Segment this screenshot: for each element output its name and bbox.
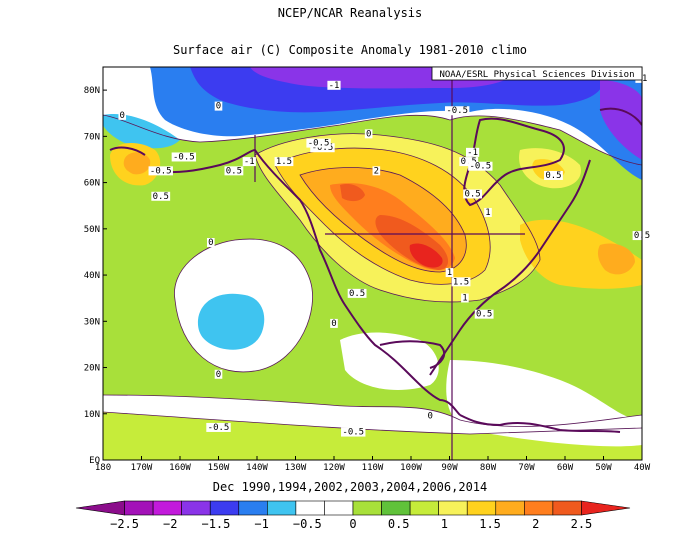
contour-label: 0 <box>331 319 336 329</box>
contour-label-bg <box>468 161 493 171</box>
contour-label: 1 <box>447 268 452 278</box>
lon-tick-label: 100W <box>400 463 422 473</box>
contour-label: 1 <box>485 208 490 218</box>
contour-label: 0.5 <box>464 189 480 199</box>
contour-label: -0.5 <box>208 423 230 433</box>
contour-label: 0.5 <box>349 289 365 299</box>
contour-label-bg <box>341 427 366 437</box>
contour-label-bg <box>330 318 338 328</box>
anomaly-fields <box>103 67 642 460</box>
contour-label: 1.5 <box>276 157 292 167</box>
lon-tick-label: 80W <box>480 463 497 473</box>
longitude-axis: 180 170W 160W 150W 140W 130W 120W 110W 100W 90W 80… <box>95 456 651 473</box>
lon-tick-label: 110W <box>362 463 384 473</box>
latitude-axis: EQ 10N 20N 30N 40N 50N 60N 70N 80N <box>84 86 107 466</box>
lon-tick-label: 180 <box>95 463 111 473</box>
contour-label-bg <box>207 238 215 248</box>
contour-label-bg <box>214 101 223 111</box>
contour-label-bg <box>242 157 256 167</box>
title-line-2: Surface air (C) Composite Anomaly 1981-2… <box>172 43 527 57</box>
contour-label: 0 <box>216 370 221 380</box>
contour-label-bg <box>459 157 479 167</box>
contour-label: 0.5 <box>226 166 242 176</box>
lon-tick-label: 90W <box>441 463 458 473</box>
contour-label-bg <box>484 207 492 217</box>
contour-label-bg <box>306 138 331 148</box>
lat-tick-label: 20N <box>84 364 100 374</box>
lon-tick-label: 160W <box>169 463 191 473</box>
contour-label: 0 <box>428 411 433 421</box>
lat-tick-label: 80N <box>84 86 100 96</box>
contour-label: 0.5 <box>476 310 492 320</box>
contour-label-bg <box>426 411 435 421</box>
lon-tick-label: 70W <box>518 463 535 473</box>
contour-label-bg <box>445 106 470 116</box>
lat-tick-label: 40N <box>84 271 100 281</box>
contour-label-bg <box>206 422 231 432</box>
contour-label-bg <box>364 129 373 139</box>
contour-label-bg <box>445 268 454 278</box>
lat-tick-label: 70N <box>84 132 100 142</box>
contour-label-bg <box>171 152 197 162</box>
contour-label-bg <box>347 288 367 298</box>
lon-tick-label: 120W <box>323 463 345 473</box>
contour-label-bg <box>327 80 341 90</box>
lon-tick-label: 50W <box>595 463 612 473</box>
contour-label-bg <box>148 166 173 176</box>
contour-label-bg <box>461 293 469 303</box>
contour-label: -0.5 <box>446 106 468 116</box>
contour-label-bg <box>474 309 494 319</box>
contour-label: -1 <box>244 157 255 167</box>
contour-label: 0 <box>366 129 371 139</box>
lon-tick-label: 150W <box>208 463 230 473</box>
contour-label: 2 <box>374 166 379 176</box>
contour-label: -0.5 <box>342 428 364 438</box>
contour-label-bg <box>151 191 171 201</box>
title-line-1: NCEP/NCAR Reanalysis <box>277 6 423 20</box>
contour-label: 0 <box>120 111 125 121</box>
contour-label: 0 <box>208 238 213 248</box>
lat-tick-label: 50N <box>84 225 100 235</box>
credit-text: NOAA/ESRL Physical Sciences Division <box>439 70 634 80</box>
credit-box: NOAA/ESRL Physical Sciences Division <box>431 66 643 81</box>
contour-label: 1 <box>462 293 467 303</box>
lat-tick-label: EQ <box>89 456 100 466</box>
contour-label-bg <box>451 277 471 287</box>
contour-label: -1 <box>329 81 340 91</box>
lat-tick-label: 60N <box>84 179 100 189</box>
contour-label-bg <box>224 166 244 176</box>
contour-label-bg <box>118 110 127 120</box>
contour-label-bg <box>274 157 294 167</box>
contour-label-bg <box>214 369 223 379</box>
contour-label-bg <box>466 147 480 157</box>
contour-label-bg <box>463 189 482 199</box>
lon-tick-label: 170W <box>131 463 153 473</box>
lat-tick-label: 30N <box>84 317 100 327</box>
contour-label-bg <box>310 143 335 153</box>
lon-tick-label: 130W <box>285 463 307 473</box>
contour-label-bg <box>372 166 381 176</box>
contour-label: -1 <box>467 148 478 158</box>
lon-tick-label: 140W <box>246 463 268 473</box>
contour-label: -0.5 <box>308 139 330 149</box>
subtitle: Dec 1990,1994,2002,2003,2004,2006,2014 <box>212 480 488 494</box>
contour-label: 0.5 <box>153 192 169 202</box>
contour-label: 0 <box>216 102 221 112</box>
lon-tick-label: 40W <box>634 463 651 473</box>
contour-label: 1.5 <box>453 277 469 287</box>
lon-tick-label: 60W <box>557 463 574 473</box>
contour-label-bg <box>544 170 563 180</box>
contour-label: 0.5 <box>545 171 561 181</box>
contour-label: -0.5 <box>173 152 195 162</box>
contour-label: -0.5 <box>312 143 334 153</box>
contour-label: -0.5 <box>150 166 172 176</box>
contour-label: -0.5 <box>469 162 491 172</box>
lat-tick-label: 10N <box>84 410 100 420</box>
